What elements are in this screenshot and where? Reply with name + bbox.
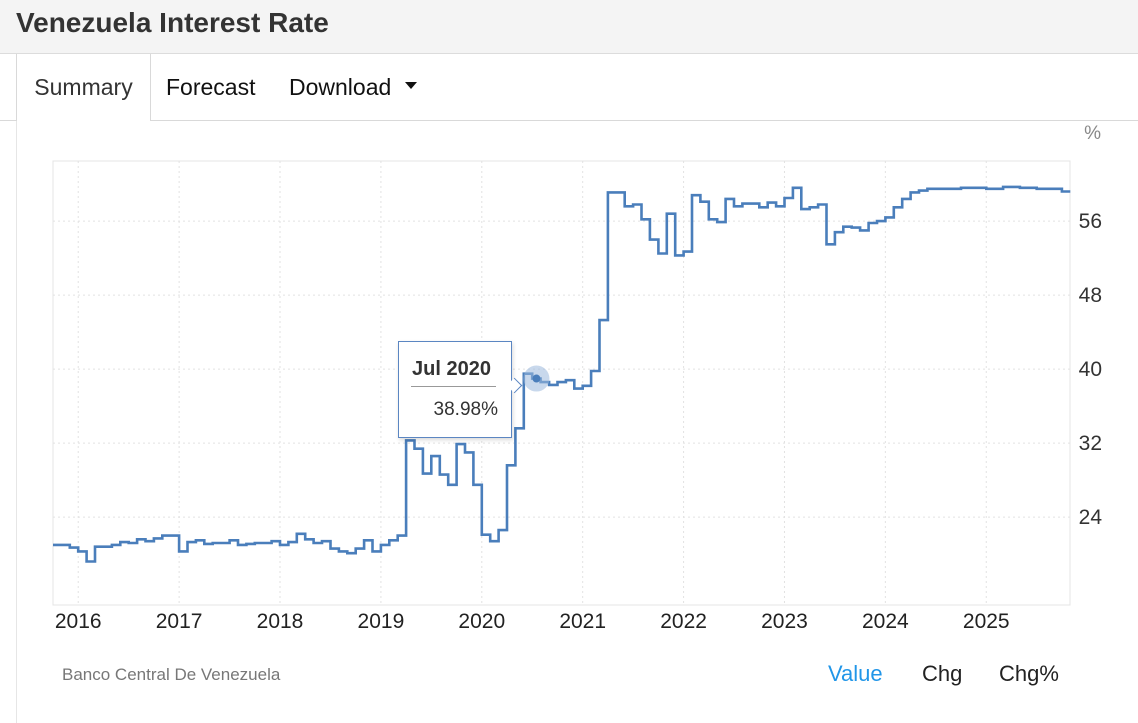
y-tick-label: 56 [1079,210,1102,233]
x-tick-label: 2017 [156,610,203,633]
tab-forecast[interactable]: Forecast [166,74,256,100]
interest-rate-chart[interactable]: 24 32 40 48 56 2016 2017 2018 2019 2020 2021 2022 20… [0,121,1138,661]
highlight-point [532,374,541,383]
y-tick-label: 24 [1079,506,1103,529]
interest-rate-line [53,185,1071,563]
y-tick-label: 48 [1079,284,1102,307]
value-toggle[interactable]: Value [828,661,883,686]
plot-frame [52,160,1071,606]
change-toggle[interactable]: Chg [922,661,963,686]
x-tick-label: 2016 [55,610,102,633]
x-tick-label: 2023 [761,610,808,633]
tooltip-divider [411,386,496,387]
chart-tooltip: Jul 2020 38.98% [398,341,523,438]
y-tick-label: 32 [1079,432,1102,455]
tooltip-date: Jul 2020 [412,358,491,380]
tab-summary[interactable]: Summary [16,54,151,121]
y-tick-label: 40 [1079,358,1102,381]
change-percent-toggle[interactable]: Chg% [999,661,1059,686]
page-header: Venezuela Interest Rate [0,0,1138,54]
tab-bar: Summary Forecast Download [0,54,1138,121]
unit-label: % [1084,123,1101,144]
x-tick-label: 2022 [660,610,707,633]
tab-download[interactable]: Download [289,54,418,120]
tooltip-value: 38.98% [433,399,498,420]
data-source: Banco Central De Venezuela [62,665,281,684]
tab-download-label: Download [289,74,392,100]
x-tick-label: 2019 [358,610,405,633]
x-tick-label: 2020 [458,610,505,633]
page-title: Venezuela Interest Rate [16,7,329,38]
caret-down-icon [405,82,418,90]
x-tick-label: 2025 [963,610,1010,633]
x-tick-label: 2018 [257,610,304,633]
x-tick-label: 2024 [862,610,909,633]
panel-border [16,121,17,723]
x-tick-label: 2021 [559,610,606,633]
